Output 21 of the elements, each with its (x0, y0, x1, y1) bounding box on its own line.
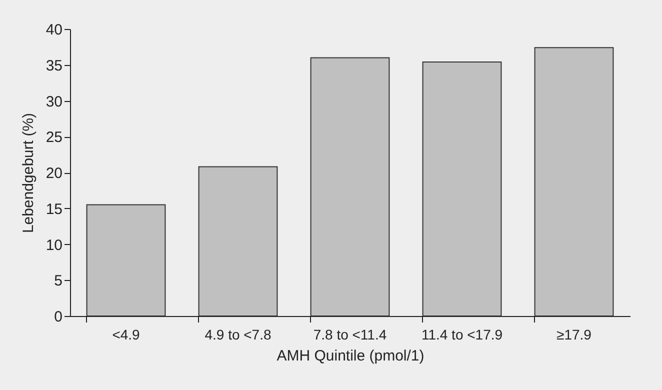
x-tick-label: 4.9 to <7.8 (204, 326, 272, 342)
x-tick-label: 7.8 to <11.4 (313, 326, 387, 342)
y-tick-label: 25 (46, 129, 62, 146)
bar (422, 62, 502, 316)
y-tick-label: 10 (46, 236, 62, 254)
y-axis-title: Lebendgeburt (%) (20, 112, 37, 234)
bar (86, 204, 166, 316)
x-tick-label: 11.4 to <17.9 (421, 326, 503, 342)
y-tick-label: 40 (46, 22, 62, 38)
x-axis-title: AMH Quintile (pmol/1) (276, 348, 424, 364)
x-tick-label: <4.9 (112, 326, 140, 342)
bar (310, 57, 390, 316)
y-tick-label: 20 (46, 165, 62, 182)
y-tick-label: 0 (54, 308, 62, 326)
x-tick-label: ≥17.9 (556, 326, 592, 342)
y-tick-label: 5 (54, 272, 62, 290)
y-tick-label: 35 (46, 57, 62, 74)
y-tick-label: 15 (46, 200, 62, 218)
bar (198, 166, 278, 316)
y-tick-label: 30 (46, 93, 62, 110)
bar (534, 47, 614, 316)
